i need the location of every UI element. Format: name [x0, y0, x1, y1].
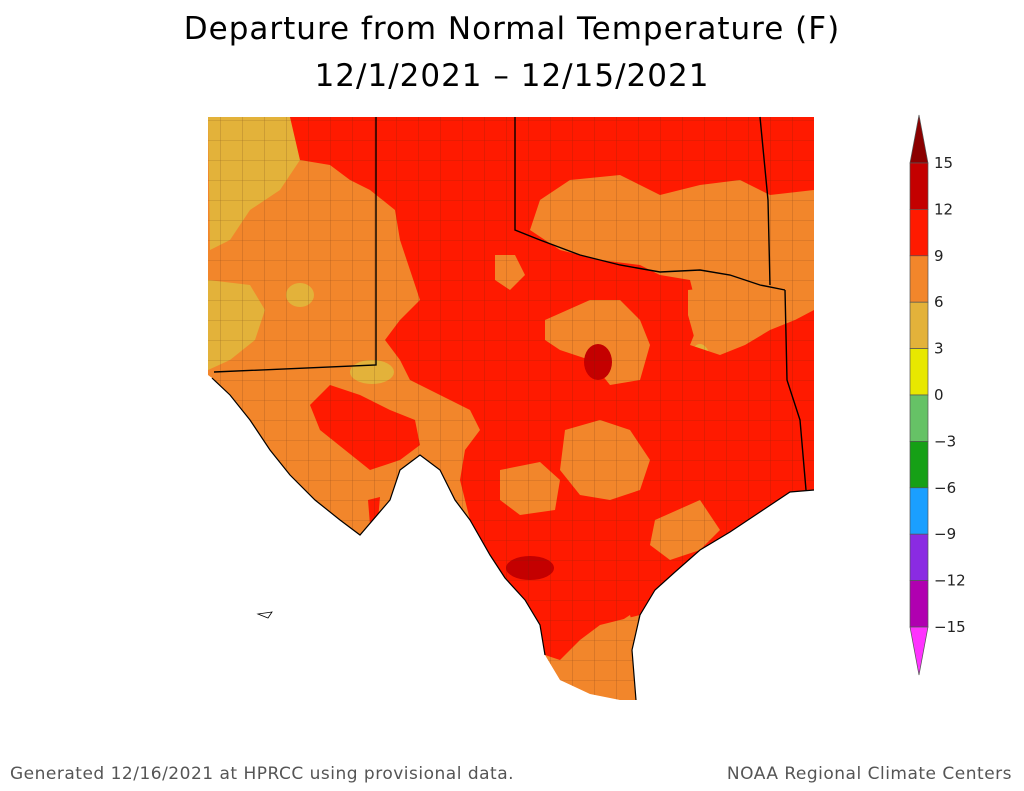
legend-tick-label: −6: [934, 479, 956, 497]
legend-bin: [909, 441, 929, 489]
nm-tx-border: [213, 117, 377, 373]
legend-tick-label: 0: [934, 386, 944, 404]
red-river-border: [514, 117, 786, 291]
legend-bin: [909, 394, 929, 442]
legend-bin: [909, 580, 929, 628]
legend-tick-label: 3: [934, 340, 944, 358]
generated-note: Generated 12/16/2021 at HPRCC using prov…: [10, 764, 515, 784]
island-outline: [256, 611, 273, 619]
state-boundaries: [213, 116, 807, 491]
legend-tick-label: 6: [934, 293, 944, 311]
map-title: Departure from Normal Temperature (F): [183, 11, 841, 47]
legend-tick-label: −15: [934, 618, 966, 636]
legend-tick-label: −9: [934, 525, 956, 543]
legend-bin: [909, 114, 929, 164]
tx-la-border: [784, 289, 807, 491]
legend-bin: [909, 162, 929, 210]
ok-ar-border: [759, 116, 771, 286]
source-credit: NOAA Regional Climate Centers: [726, 764, 1012, 784]
coastline-outline: [211, 377, 815, 701]
legend-bin: [909, 348, 929, 396]
legend-tick-label: 9: [934, 247, 944, 265]
legend-bin: [909, 255, 929, 303]
legend-tick-label: −3: [934, 432, 956, 450]
legend-bin: [909, 626, 929, 676]
legend-bin: [909, 487, 929, 535]
legend-tick-label: 12: [934, 200, 953, 218]
legend-bin: [909, 301, 929, 349]
legend-bin: [909, 209, 929, 257]
legend-tick-label: 15: [934, 154, 953, 172]
map-date-range: 12/1/2021 – 12/15/2021: [314, 58, 710, 94]
legend-tick-label: −12: [934, 572, 966, 590]
legend-bin: [909, 533, 929, 581]
